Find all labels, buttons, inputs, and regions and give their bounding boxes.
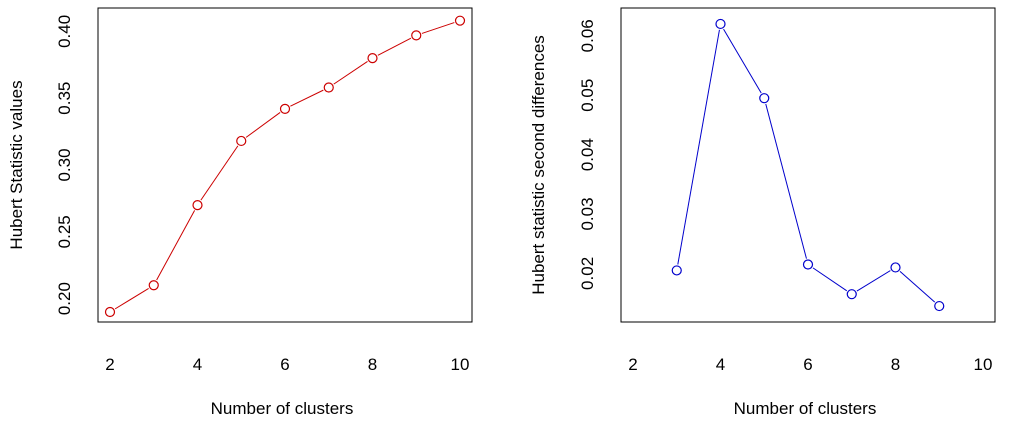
hubert-values-panel: Number of clusters Hubert Statistic valu… <box>7 7 473 418</box>
plot-frame <box>620 7 996 323</box>
series-line-segment <box>856 270 891 292</box>
data-point <box>846 289 857 300</box>
data-point <box>802 259 814 270</box>
y-tick-label: 0.35 <box>55 82 74 115</box>
data-point <box>323 82 334 93</box>
x-tick-label: 6 <box>803 355 812 374</box>
data-point <box>454 15 466 26</box>
data-point <box>236 135 247 147</box>
x-tick-label: 10 <box>451 355 470 374</box>
x-tick-label: 2 <box>628 355 637 374</box>
series-line-segment <box>677 29 720 265</box>
series-line-segment <box>899 271 936 303</box>
y-tick-label: 0.25 <box>55 215 74 248</box>
data-point <box>934 300 945 312</box>
y-tick-label: 0.02 <box>578 257 597 290</box>
series-line-segment <box>765 103 807 259</box>
x-tick-label: 6 <box>280 355 289 374</box>
data-point <box>715 18 726 30</box>
x-tick-label: 10 <box>974 355 993 374</box>
y-tick-label: 0.05 <box>578 79 597 112</box>
y-tick-label: 0.06 <box>578 19 597 52</box>
y-axis-label: Hubert Statistic values <box>7 80 26 249</box>
data-point <box>192 199 203 211</box>
y-axis-label: Hubert statistic second differences <box>529 35 548 295</box>
y-tick-label: 0.40 <box>55 15 74 48</box>
series-line-segment <box>245 112 281 138</box>
hubert-second-differences-panel: Number of clusters Hubert statistic seco… <box>529 7 996 418</box>
data-point <box>759 93 770 104</box>
y-tick-label: 0.30 <box>55 148 74 181</box>
data-point <box>367 52 378 64</box>
series-line-segment <box>114 287 149 310</box>
data-point <box>279 103 291 114</box>
data-point <box>671 265 682 276</box>
series-line-segment <box>200 145 239 201</box>
x-tick-label: 4 <box>716 355 725 374</box>
x-axis-label: Number of clusters <box>734 399 877 418</box>
x-tick-label: 2 <box>105 355 114 374</box>
series-line-segment <box>290 89 324 107</box>
series-line-segment <box>333 61 368 85</box>
series-line-segment <box>421 22 455 34</box>
data-point <box>890 262 901 273</box>
series-line-segment <box>156 210 196 281</box>
data-point <box>411 30 422 41</box>
x-tick-label: 4 <box>193 355 202 374</box>
y-tick-label: 0.20 <box>55 282 74 315</box>
series-line-segment <box>377 37 412 56</box>
y-tick-label: 0.03 <box>578 197 597 230</box>
x-axis-label: Number of clusters <box>211 399 354 418</box>
y-tick-label: 0.04 <box>578 138 597 171</box>
x-tick-label: 8 <box>368 355 377 374</box>
series-line-segment <box>812 267 848 292</box>
data-point <box>104 306 116 318</box>
series-line-segment <box>723 28 762 94</box>
data-point <box>148 280 159 291</box>
x-tick-label: 8 <box>891 355 900 374</box>
plot-frame <box>97 7 473 323</box>
